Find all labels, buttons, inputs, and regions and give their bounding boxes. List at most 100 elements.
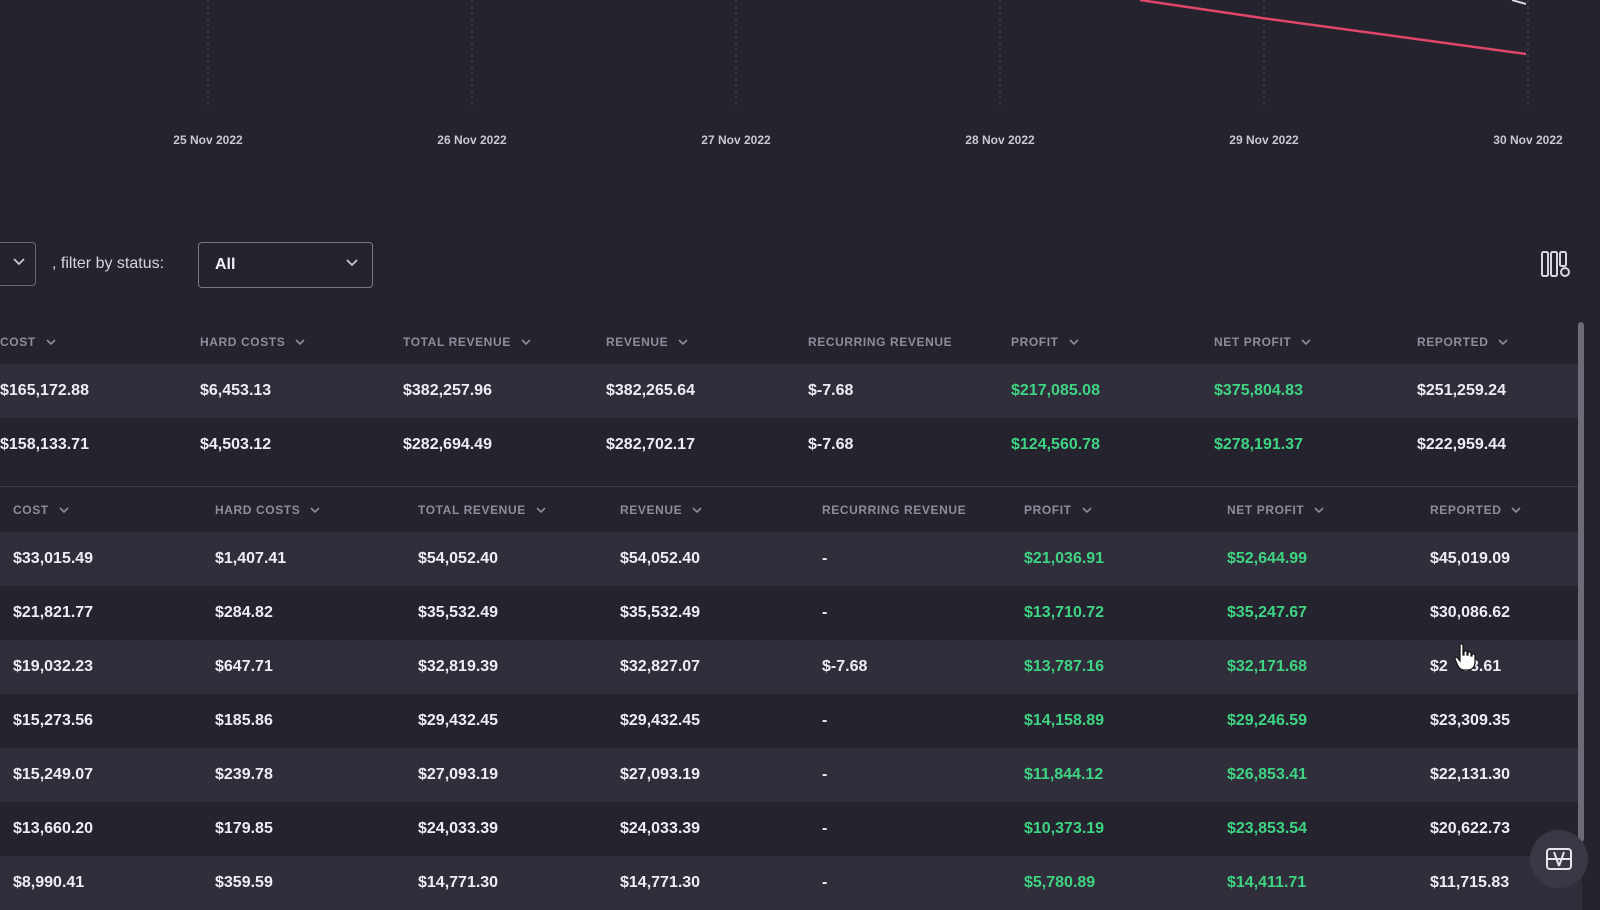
vertical-scrollbar[interactable]: [1578, 322, 1584, 842]
table-cell: $-7.68: [808, 382, 854, 399]
group-by-select[interactable]: [0, 242, 36, 286]
chart-series-line: [1139, 0, 1527, 56]
column-header-profit[interactable]: PROFIT: [1011, 320, 1079, 364]
chevron-down-icon: [59, 507, 69, 514]
column-settings-button[interactable]: [1540, 250, 1572, 280]
status-filter-select[interactable]: All: [198, 242, 373, 288]
table-cell: $1,407.41: [215, 550, 287, 567]
table-row[interactable]: $15,273.56 $185.86 $29,432.45 $29,432.45 - $1…: [0, 694, 1582, 748]
chart-x-tick-label: 26 Nov 2022: [437, 133, 507, 147]
table-divider: [0, 486, 1582, 487]
table-row[interactable]: $13,660.20 $179.85 $24,033.39 $24,033.39 - $1…: [0, 802, 1582, 856]
column-header-total-revenue[interactable]: TOTAL REVENUE: [418, 488, 546, 532]
column-header-recurring-revenue[interactable]: RECURRING REVENUE: [822, 488, 980, 532]
table-cell: $27,093.19: [620, 766, 701, 783]
table-cell: $8,990.41: [13, 874, 85, 891]
table-row[interactable]: $19,032.23 $647.71 $32,819.39 $32,827.07 $-7…: [0, 640, 1582, 694]
table-row[interactable]: $21,821.77 $284.82 $35,532.49 $35,532.49 - $1…: [0, 586, 1582, 640]
table-row[interactable]: $165,172.88 $6,453.13 $382,257.96 $382,265.…: [0, 364, 1582, 418]
table-header: COST HARD COSTS TOTAL REVENUE REVENUE RE…: [0, 488, 1582, 532]
app-widget-button[interactable]: [1530, 830, 1588, 888]
chart-x-tick-label: 30 Nov 2022: [1493, 133, 1563, 147]
table-cell: $14,771.30: [418, 874, 499, 891]
table-cell: $32,819.39: [418, 658, 499, 675]
table-cell: $11,715.83: [1430, 874, 1510, 891]
table-cell: $284.82: [215, 604, 273, 621]
column-header-cost[interactable]: COST: [0, 320, 56, 364]
table-cell: $23,853.54: [1227, 820, 1308, 837]
table-row[interactable]: $8,990.41 $359.59 $14,771.30 $14,771.30 - $5,…: [0, 856, 1582, 910]
chevron-down-icon: [1301, 339, 1311, 346]
chevron-down-icon: [295, 339, 305, 346]
table-cell: $382,265.64: [606, 382, 695, 399]
chevron-down-icon: [346, 259, 358, 267]
column-header-net-profit[interactable]: NET PROFIT: [1227, 488, 1324, 532]
table-cell: $29,432.45: [620, 712, 701, 729]
column-header-profit[interactable]: PROFIT: [1024, 488, 1092, 532]
table-cell: $35,532.49: [418, 604, 499, 621]
table-cell: $13,787.16: [1024, 658, 1105, 675]
table-cell: $26,853.41: [1227, 766, 1308, 783]
chart-series-line-2: [1511, 0, 1527, 5]
table-cell: $382,257.96: [403, 382, 492, 399]
chevron-down-icon: [678, 339, 688, 346]
table-cell: $23,309.35: [1430, 712, 1511, 729]
column-header-revenue[interactable]: REVENUE: [606, 320, 688, 364]
table-cell: $-7.68: [822, 658, 868, 675]
column-header-reported[interactable]: REPORTED: [1417, 320, 1509, 364]
table-cell: $13,710.72: [1024, 604, 1105, 621]
table-cell: $33,015.49: [13, 550, 94, 567]
chart-gridlines: [207, 0, 1529, 108]
table-cell: $22,131.30: [1430, 766, 1511, 783]
table-cell: $19,032.23: [13, 658, 94, 675]
table-cell: $24,033.39: [620, 820, 701, 837]
chevron-down-icon: [1082, 507, 1092, 514]
table-cell: -: [822, 550, 828, 567]
table-cell: $35,532.49: [620, 604, 701, 621]
table-cell: $282,702.17: [606, 436, 695, 453]
chevron-down-icon: [521, 339, 531, 346]
chevron-down-icon: [1511, 507, 1522, 514]
table-cell: $251,259.24: [1417, 382, 1506, 399]
table-cell: $359.59: [215, 874, 273, 891]
table-row[interactable]: $158,133.71 $4,503.12 $282,694.49 $282,702.…: [0, 418, 1582, 472]
column-header-hard-costs[interactable]: HARD COSTS: [200, 320, 305, 364]
chevron-down-icon: [13, 258, 25, 266]
table-cell: $21,821.77: [13, 604, 94, 621]
table-cell: $29,432.45: [418, 712, 499, 729]
table-cell: -: [822, 712, 828, 729]
table-row[interactable]: $33,015.49 $1,407.41 $54,052.40 $54,052.40 -…: [0, 532, 1582, 586]
column-header-reported[interactable]: REPORTED: [1430, 488, 1522, 532]
table-cell: $30,086.62: [1430, 604, 1511, 621]
table-body: $165,172.88 $6,453.13 $382,257.96 $382,265.…: [0, 364, 1582, 472]
chart-x-tick-label: 28 Nov 2022: [965, 133, 1035, 147]
column-header-recurring-revenue[interactable]: RECURRING REVENUE: [808, 320, 968, 364]
table-cell: $11,844.12: [1024, 766, 1104, 783]
chevron-down-icon: [1069, 339, 1079, 346]
column-header-total-revenue[interactable]: TOTAL REVENUE: [403, 320, 531, 364]
filter-bar: , filter by status: All: [0, 242, 1600, 288]
table-cell: $222,959.44: [1417, 436, 1506, 453]
hand-cursor-icon: [1454, 643, 1476, 671]
chart-x-tick-label: 29 Nov 2022: [1229, 133, 1299, 147]
column-header-net-profit[interactable]: NET PROFIT: [1214, 320, 1311, 364]
table-cell: $14,771.30: [620, 874, 701, 891]
column-header-revenue[interactable]: REVENUE: [620, 488, 702, 532]
detail-table: COST HARD COSTS TOTAL REVENUE REVENUE RE…: [0, 488, 1582, 910]
table-cell: $217,085.08: [1011, 382, 1100, 399]
table-row[interactable]: $15,249.07 $239.78 $27,093.19 $27,093.19 - $1…: [0, 748, 1582, 802]
table-cell: $239.78: [215, 766, 273, 783]
table-cell: $52,644.99: [1227, 550, 1308, 567]
table-cell: -: [822, 820, 828, 837]
table-header: COST HARD COSTS TOTAL REVENUE REVENUE RE…: [0, 320, 1582, 364]
table-cell: -: [822, 604, 828, 621]
table-cell: $54,052.40: [418, 550, 499, 567]
column-settings-icon: [1541, 251, 1570, 277]
table-cell: $282,694.49: [403, 436, 492, 453]
table-cell: $6,453.13: [200, 382, 272, 399]
column-header-hard-costs[interactable]: HARD COSTS: [215, 488, 320, 532]
chart-svg: 25 Nov 2022 26 Nov 2022 27 Nov 2022 28 Nov …: [173, 0, 1563, 147]
column-header-cost[interactable]: COST: [13, 488, 69, 532]
table-cell: -: [822, 766, 828, 783]
table-cell: $32,171.68: [1227, 658, 1308, 675]
